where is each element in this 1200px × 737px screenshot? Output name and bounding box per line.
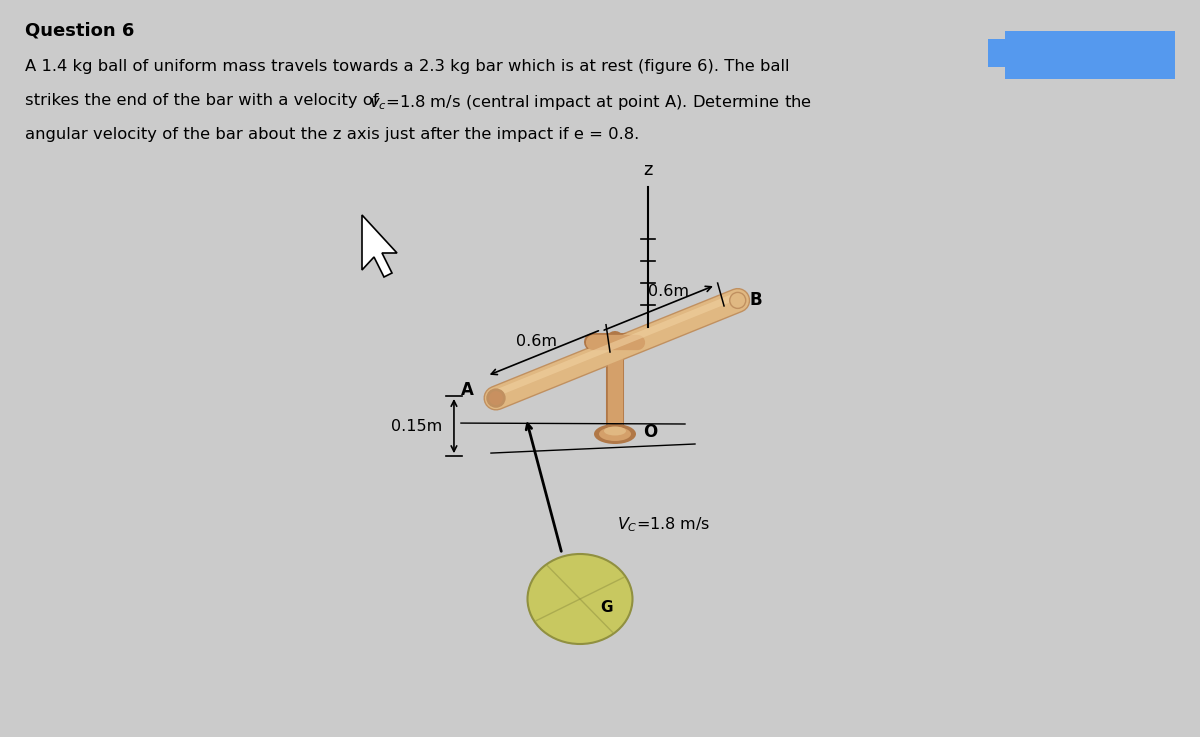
Ellipse shape [730,293,745,308]
Polygon shape [362,215,397,277]
Text: $V_C$=1.8 m/s: $V_C$=1.8 m/s [617,515,710,534]
Text: Question 6: Question 6 [25,22,134,40]
Text: strikes the end of the bar with a velocity of: strikes the end of the bar with a veloci… [25,93,384,108]
Text: 0.6m: 0.6m [648,284,689,299]
Text: z: z [643,161,653,179]
Text: A: A [461,381,474,399]
FancyBboxPatch shape [988,39,1006,67]
Ellipse shape [604,427,626,436]
Text: O: O [643,423,658,441]
Text: 0.6m: 0.6m [516,335,557,349]
FancyBboxPatch shape [1006,31,1175,79]
Text: 0.15m: 0.15m [391,419,442,433]
Text: B: B [750,291,762,310]
Ellipse shape [528,554,632,644]
Ellipse shape [599,427,631,441]
Text: G: G [600,599,612,615]
Ellipse shape [488,391,503,405]
Ellipse shape [594,424,636,444]
Text: angular velocity of the bar about the z axis just after the impact if e = 0.8.: angular velocity of the bar about the z … [25,127,640,142]
Text: $v_c$=1.8 m/s (central impact at point A). Determine the: $v_c$=1.8 m/s (central impact at point A… [370,93,812,112]
Text: A 1.4 kg ball of uniform mass travels towards a 2.3 kg bar which is at rest (fig: A 1.4 kg ball of uniform mass travels to… [25,59,790,74]
Ellipse shape [487,389,505,407]
